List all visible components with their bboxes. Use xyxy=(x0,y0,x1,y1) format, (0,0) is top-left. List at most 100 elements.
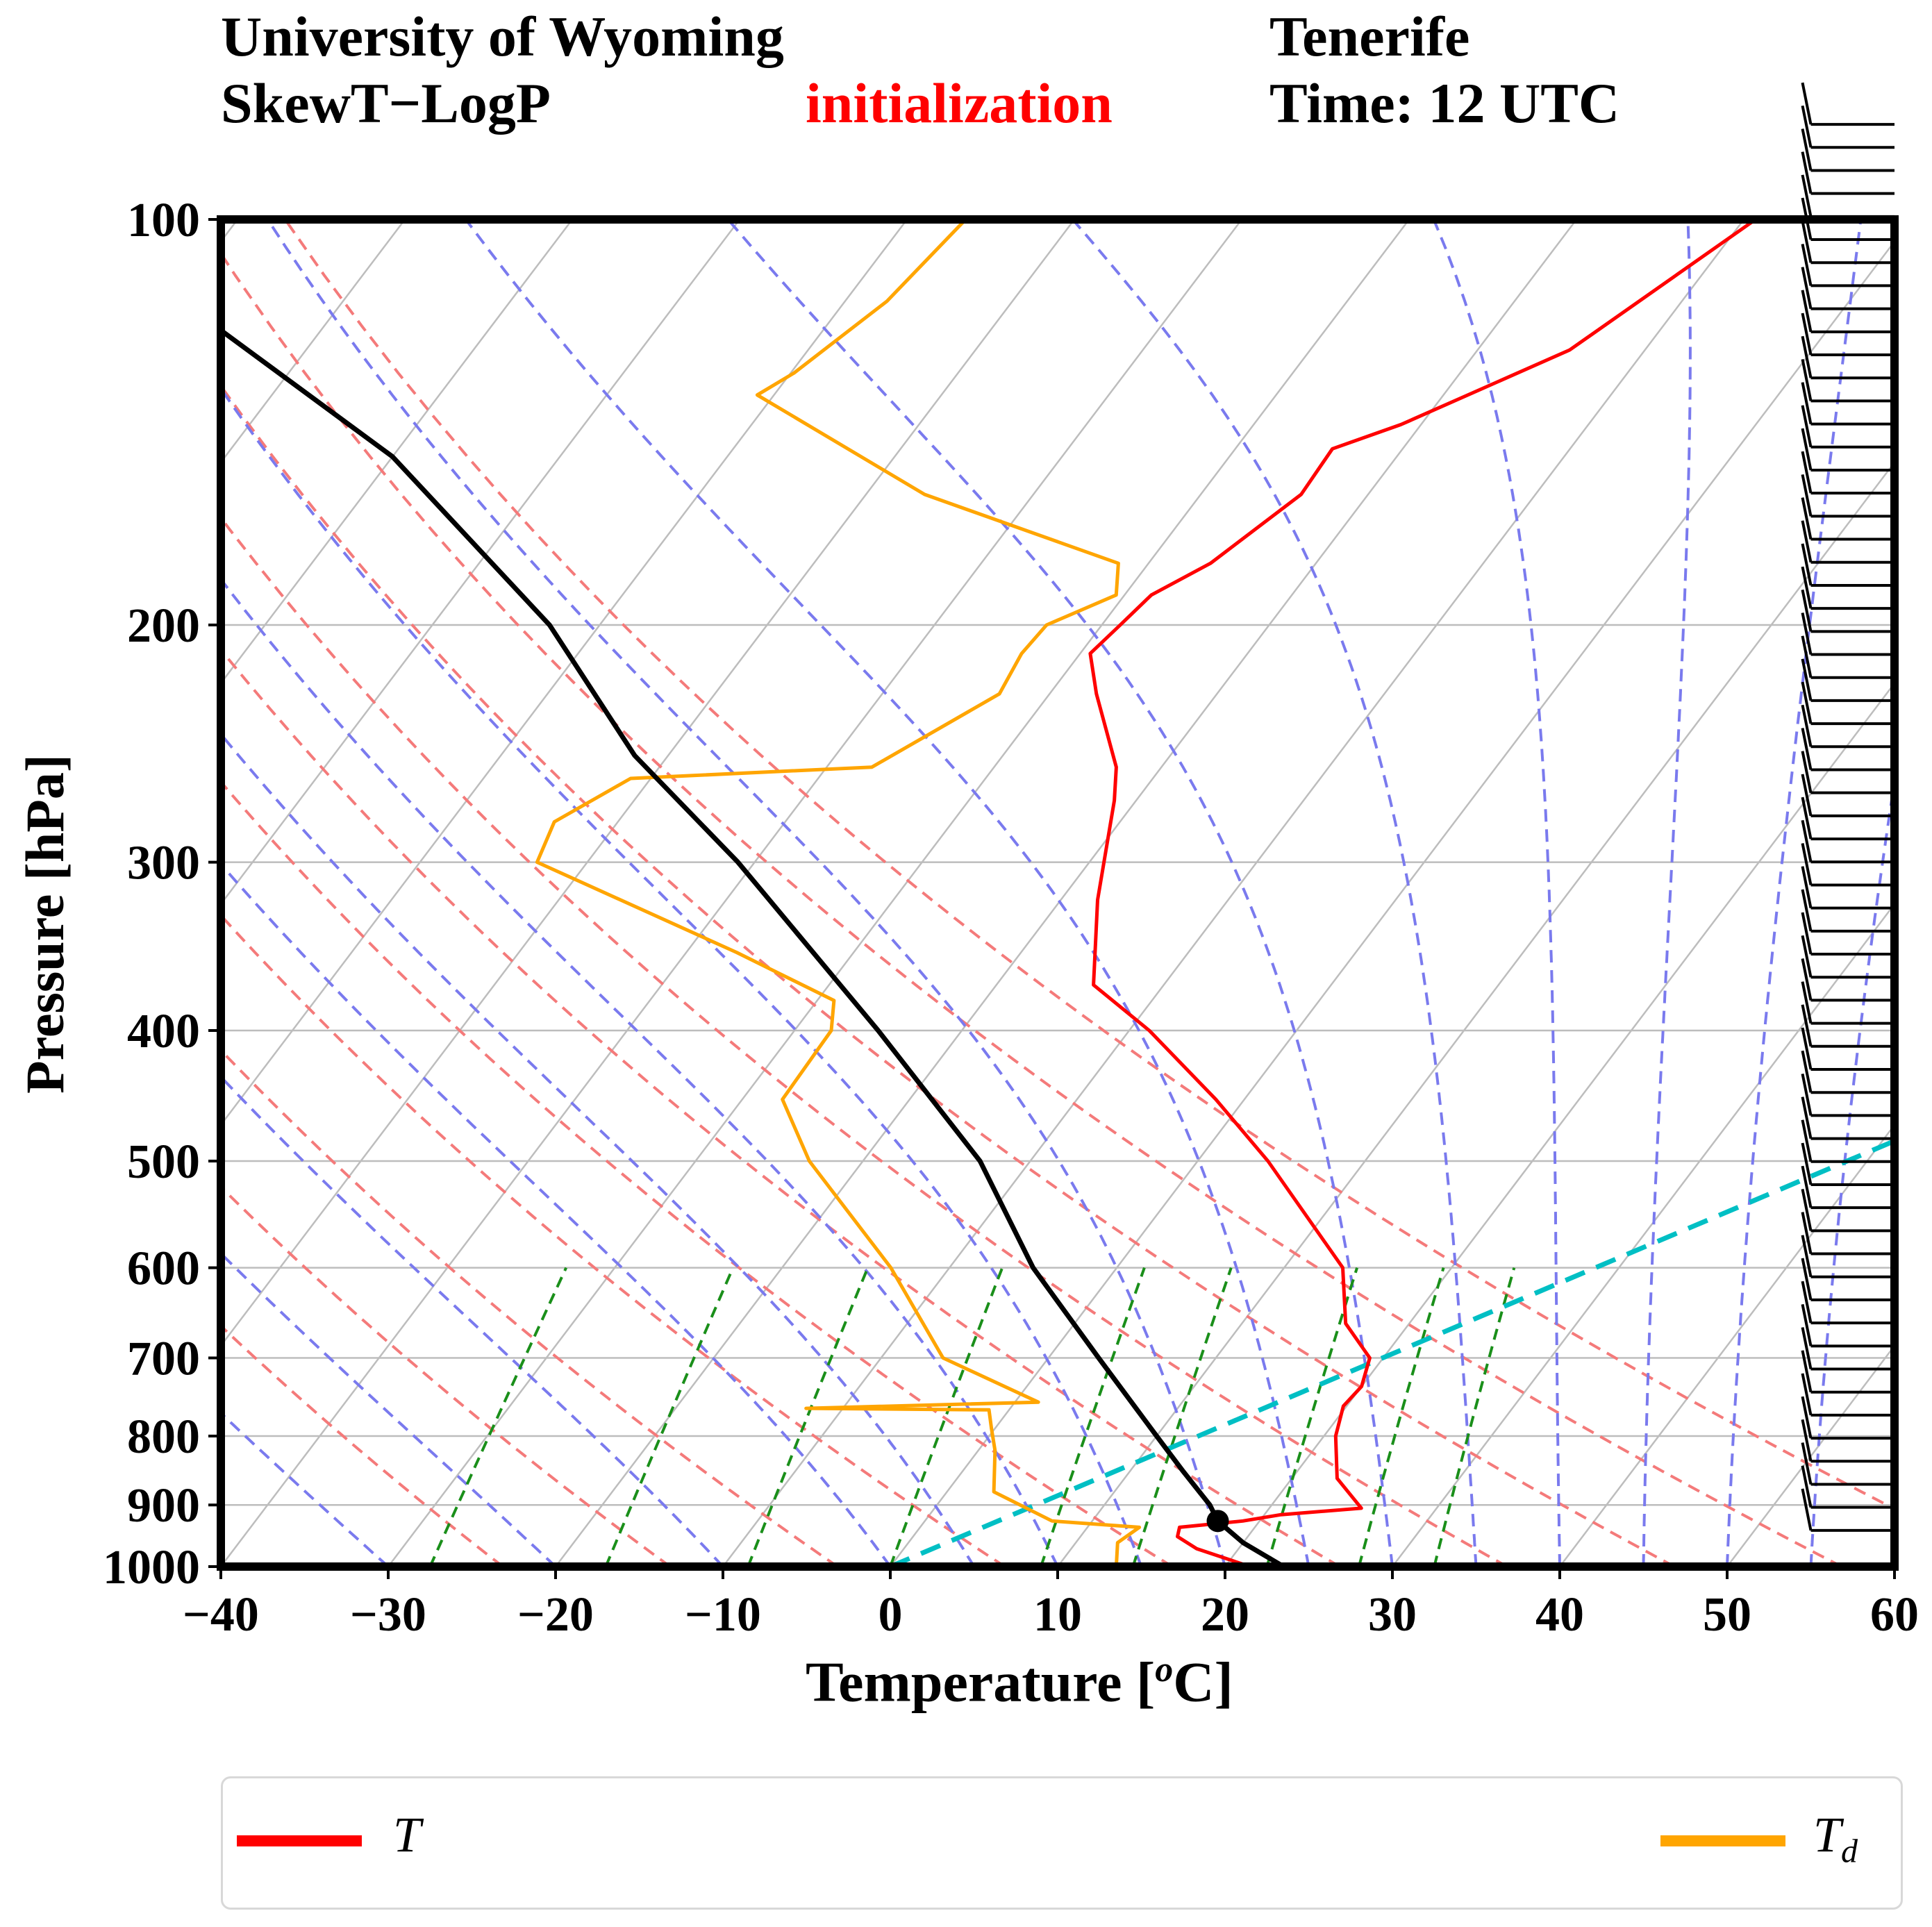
moist-adiabat-line xyxy=(1072,219,1478,1567)
wind-barb xyxy=(1801,197,1894,242)
time-label: Time: 12 UTC xyxy=(1269,72,1620,135)
wind-barb-flag xyxy=(1801,1258,1813,1301)
wind-barb-flag xyxy=(1801,1073,1813,1116)
wind-barb-flag xyxy=(1801,244,1813,286)
wind-barb-flag xyxy=(1801,612,1813,655)
moist-adiabat-line xyxy=(221,1074,724,1567)
isotherm-line xyxy=(388,219,1410,1567)
wind-barb xyxy=(1801,1419,1894,1463)
wind-barb-flag xyxy=(1801,566,1813,609)
wind-barb xyxy=(1801,1303,1894,1348)
wind-barb-flag xyxy=(1801,958,1813,1001)
wind-barb xyxy=(1801,1350,1894,1394)
wind-barb xyxy=(1801,935,1894,979)
y-tick-label: 600 xyxy=(127,1242,200,1296)
x-tick-label: 30 xyxy=(1368,1588,1417,1642)
institution-title: University of Wyoming xyxy=(221,5,784,68)
wind-barb xyxy=(1801,312,1894,357)
legend-label-td: Td xyxy=(1813,1806,1858,1870)
x-tick-label: 0 xyxy=(878,1588,903,1642)
mixing-ratio-line xyxy=(604,1267,735,1567)
wind-barb xyxy=(1801,128,1894,172)
wind-barb-flag xyxy=(1801,451,1813,494)
diagram-title: SkewT−LogP xyxy=(221,72,551,135)
dry-adiabat-line xyxy=(221,251,1843,1567)
isotherm-line xyxy=(890,240,1894,1567)
wind-barb xyxy=(1801,1281,1894,1325)
legend-label-t: T xyxy=(393,1807,422,1862)
dry-adiabat-line xyxy=(221,913,1006,1567)
wind-barb-flag xyxy=(1801,1327,1813,1369)
wind-barb xyxy=(1801,981,1894,1025)
y-tick-label: 100 xyxy=(127,194,200,247)
data-series xyxy=(221,219,1757,1567)
wind-barb xyxy=(1801,451,1894,495)
dry-adiabat-line xyxy=(221,1048,839,1567)
isotherm-line xyxy=(221,219,1076,1348)
wind-barb-flag xyxy=(1801,174,1813,217)
dewpoint-series-line xyxy=(535,219,1142,1567)
legend-swatch-td xyxy=(1660,1835,1785,1846)
wind-barb xyxy=(1801,1488,1894,1532)
run-label: initialization xyxy=(806,72,1113,135)
wind-barb-flag xyxy=(1801,1027,1813,1070)
wind-barb-flag xyxy=(1801,751,1813,794)
wind-barb-flag xyxy=(1801,1465,1813,1508)
wind-barb xyxy=(1801,543,1894,587)
wind-barb xyxy=(1801,751,1894,794)
wind-barb-flag xyxy=(1801,267,1813,310)
wind-barb xyxy=(1801,1188,1894,1233)
legend: T Td xyxy=(221,1776,1903,1910)
wind-barb-flag xyxy=(1801,543,1813,586)
wind-barb-flag xyxy=(1801,1142,1813,1185)
dry-adiabat-line xyxy=(221,780,1174,1567)
temperature-series-line xyxy=(1088,219,1757,1567)
isotherm-line xyxy=(555,219,1578,1567)
isotherm-line xyxy=(1057,460,1894,1567)
dry-adiabat-line xyxy=(221,1185,672,1567)
wind-barb-flag xyxy=(1801,1050,1813,1093)
wind-barb xyxy=(1801,497,1894,541)
mixing-ratio-line xyxy=(428,1267,568,1567)
wind-barb-flag xyxy=(1801,981,1813,1024)
moist-adiabat-line xyxy=(1642,219,1692,1567)
isotherm-line xyxy=(221,219,908,1127)
wind-barb xyxy=(1801,774,1894,817)
background-lines xyxy=(221,219,1894,1567)
wind-barb-flag xyxy=(1801,774,1813,817)
wind-barb xyxy=(1801,866,1894,910)
wind-barb xyxy=(1801,1465,1894,1509)
wind-barb xyxy=(1801,1258,1894,1301)
wind-barb-flag xyxy=(1801,1396,1813,1439)
moist-adiabat-line xyxy=(1726,219,1863,1567)
wind-barb xyxy=(1801,428,1894,472)
moist-adiabat-line xyxy=(221,1411,390,1567)
wind-barb-flag xyxy=(1801,843,1813,885)
isotherm-line xyxy=(221,219,406,464)
wind-barb-flag xyxy=(1801,704,1813,747)
wind-barb xyxy=(1801,1327,1894,1371)
moist-adiabat-line xyxy=(221,1251,557,1567)
wind-barb-flag xyxy=(1801,681,1813,724)
x-tick-label: −40 xyxy=(183,1588,259,1642)
isotherm-line xyxy=(722,219,1745,1567)
wind-barb xyxy=(1801,335,1894,380)
wind-barb xyxy=(1801,1073,1894,1117)
x-tick-label: 20 xyxy=(1201,1588,1249,1642)
wind-barb-flag xyxy=(1801,497,1813,540)
isotherm-line xyxy=(1559,1123,1894,1567)
wind-barb-flag xyxy=(1801,82,1813,125)
moist-adiabat-line xyxy=(221,576,1059,1567)
wind-barb-flag xyxy=(1801,405,1813,448)
wind-barb-flag xyxy=(1801,290,1813,333)
isotherm-line xyxy=(221,219,741,906)
wind-barb-flag xyxy=(1801,1281,1813,1324)
legend-label-td-main: T xyxy=(1813,1807,1842,1862)
axes: −40 −30 −20 −10 0 10 20 30 40 50 60 1000 900 800 700 60… xyxy=(103,194,1919,1642)
wind-barb xyxy=(1801,1373,1894,1417)
wind-barb xyxy=(1801,704,1894,749)
x-axis-label-text: Temperature [ xyxy=(806,1650,1156,1714)
x-tick-label: 50 xyxy=(1703,1588,1751,1642)
wind-barb xyxy=(1801,405,1894,449)
